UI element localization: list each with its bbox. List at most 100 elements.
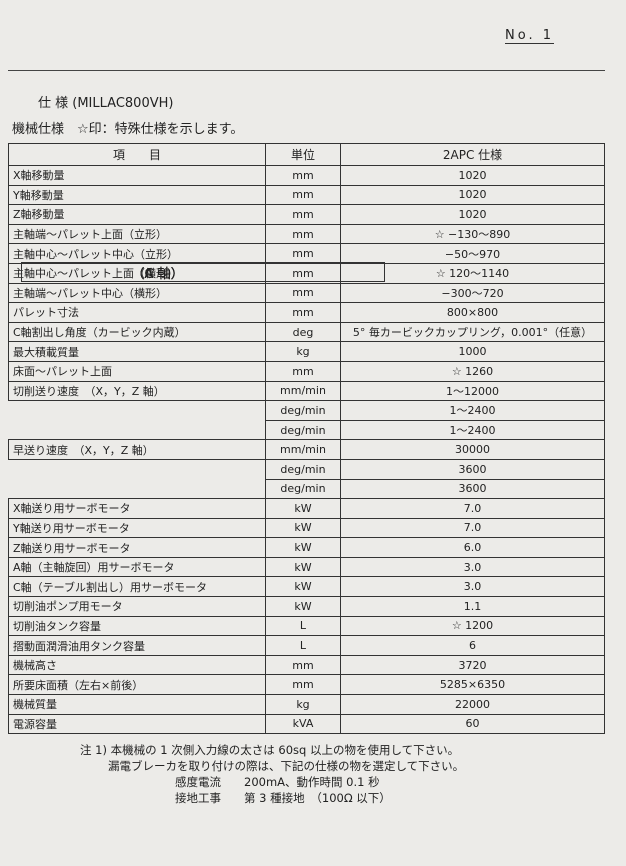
unit-cell: mm [265, 262, 341, 284]
note: 漏電ブレーカを取り付けの際は、下記の仕様の物を選定して下さい。 [108, 759, 465, 773]
table-row: （A 軸） deg/min 1～2400 [9, 261, 605, 421]
item-cell: A軸（主軸旋回）用サーボモータ [8, 556, 266, 578]
unit-cell: kW [265, 596, 341, 617]
spec-cell: 7.0 [340, 517, 605, 539]
unit-cell: mm [265, 654, 341, 676]
item-cell: C軸（テーブル割出し）用サーボモータ [8, 576, 266, 598]
table-row: X軸移動量 mm 1020 [8, 165, 605, 186]
unit-cell: deg/min [265, 419, 341, 441]
item-cell: 主軸端～パレット中心（横形） [8, 282, 266, 304]
table-row: （C 軸） deg/min 1～2400 [9, 261, 605, 441]
item-cell: 切削油ポンプ用モータ [8, 596, 266, 617]
unit-cell: mm [265, 302, 341, 323]
table-row: 所要床面積（左右×前後） mm 5285×6350 [8, 674, 605, 696]
unit-cell: mm [265, 204, 341, 225]
subtitle: 機械仕様 ☆印：特殊仕様を示します。 [12, 122, 244, 137]
table-row: Z軸移動量 mm 1020 [8, 204, 605, 225]
spec-cell: 5285×6350 [340, 674, 605, 696]
item-cell: 最大積載質量 [8, 341, 266, 362]
item-cell: C軸割出し角度（カービック内蔵） [8, 321, 266, 343]
spec-table: 項 目 単位 2APC 仕様 X軸移動量 mm 1020 Y軸移動量 mm 1020 Z軸移… [8, 143, 605, 735]
table-row: 機械高さ mm 3720 [8, 654, 605, 676]
unit-cell: kW [265, 498, 341, 519]
spec-cell: 3.0 [340, 576, 605, 598]
note: 接地工事 第 3 種接地 （100Ω 以下） [175, 791, 391, 805]
item-cell: 電源容量 [8, 713, 266, 735]
item-cell: X軸送り用サーボモータ [8, 498, 266, 519]
item-cell: Y軸移動量 [8, 184, 266, 206]
spec-cell: 3.0 [340, 556, 605, 578]
item-cell: 主軸端～パレット上面（立形） [8, 223, 266, 245]
item-cell: 機械質量 [8, 694, 266, 715]
header-row: 項 目 単位 2APC 仕様 [8, 143, 605, 166]
table-row: 切削油タンク容量 L ☆ 1200 [8, 615, 605, 637]
unit-cell: deg [265, 321, 341, 343]
unit-cell: L [265, 635, 341, 656]
table-row: 切削油ポンプ用モータ kW 1.1 [8, 596, 605, 617]
spec-cell: 60 [340, 713, 605, 735]
unit-cell: kW [265, 576, 341, 598]
table-row: 摺動面潤滑油用タンク容量 L 6 [8, 635, 605, 656]
item-cell: パレット寸法 [8, 302, 266, 323]
table-row: 主軸端～パレット上面（立形） mm ☆ −130～890 [8, 223, 605, 245]
table-row: 最大積載質量 kg 1000 [8, 341, 605, 362]
title: 仕 様 (MILLAC800VH) [38, 96, 174, 111]
spec-cell: 6.0 [340, 537, 605, 558]
spec-cell: 800×800 [340, 302, 605, 323]
item-cell: 機械高さ [8, 654, 266, 676]
table-row: C軸（テーブル割出し）用サーボモータ kW 3.0 [8, 576, 605, 598]
table-row: X軸送り用サーボモータ kW 7.0 [8, 498, 605, 519]
item-cell: 摺動面潤滑油用タンク容量 [8, 635, 266, 656]
table-row: 機械質量 kg 22000 [8, 694, 605, 715]
unit-cell: deg/min [265, 458, 341, 480]
table-row: 電源容量 kVA 60 [8, 713, 605, 735]
rule [8, 70, 605, 71]
notes: 注 1) 本機械の 1 次側入力線の太さは 60sq 以上の物を使用して下さい。… [80, 742, 464, 806]
unit-cell: kVA [265, 713, 341, 735]
table-row: 早送り速度 （X，Y，Z 軸） mm/min 30000 [8, 439, 605, 460]
table-row: C軸割出し角度（カービック内蔵） deg 5° 毎カービックカップリング，0.001… [8, 321, 605, 343]
spec-cell: 1020 [340, 184, 605, 206]
column-header: 2APC 仕様 [340, 143, 605, 166]
item-cell: Y軸送り用サーボモータ [8, 517, 266, 539]
page-number: No. 1 [505, 28, 554, 44]
unit-cell: L [265, 615, 341, 637]
item-cell: 床面～パレット上面 [8, 360, 266, 382]
table-row: （A 軸） deg/min 3600 [9, 261, 605, 480]
column-header: 単位 [265, 143, 341, 166]
spec-cell: 5° 毎カービックカップリング，0.001°（任意） [340, 321, 605, 343]
spec-cell: 1000 [340, 341, 605, 362]
item-cell: 切削送り速度 （X，Y，Z 軸） [8, 380, 266, 402]
spec-cell: 3720 [340, 654, 605, 676]
spec-cell: 3600 [340, 478, 605, 500]
spec-cell: 7.0 [340, 498, 605, 519]
unit-cell: deg/min [265, 400, 341, 421]
spec-cell: 1～2400 [340, 419, 605, 441]
unit-cell: kW [265, 556, 341, 578]
column-header: 項 目 [8, 143, 266, 166]
spec-cell: 1.1 [340, 596, 605, 617]
table-row: A軸（主軸旋回）用サーボモータ kW 3.0 [8, 556, 605, 578]
note: 注 1) 本機械の 1 次側入力線の太さは 60sq 以上の物を使用して下さい。 [80, 743, 460, 757]
table-row: 切削送り速度 （X，Y，Z 軸） mm/min 1～12000 [8, 380, 605, 402]
item-cell: 所要床面積（左右×前後） [8, 674, 266, 696]
item-cell: X軸移動量 [8, 165, 266, 186]
spec-cell: ☆ 1200 [340, 615, 605, 637]
spec-cell: −300～720 [340, 282, 605, 304]
unit-cell: kW [265, 517, 341, 539]
unit-cell: mm [265, 184, 341, 206]
spec-cell: 30000 [340, 439, 605, 460]
unit-cell: mm [265, 360, 341, 382]
spec-cell: 6 [340, 635, 605, 656]
unit-cell: kW [265, 537, 341, 558]
spec-cell: 1～12000 [340, 380, 605, 402]
item-cell: 切削油タンク容量 [8, 615, 266, 637]
spec-cell: 1～2400 [340, 400, 605, 421]
unit-cell: mm [265, 223, 341, 245]
spec-cell: ☆ 1260 [340, 360, 605, 382]
spec-cell: 22000 [340, 694, 605, 715]
unit-cell: kg [265, 694, 341, 715]
unit-cell: deg/min [265, 478, 341, 500]
note: 感度電流 200mA、動作時間 0.1 秒 [175, 775, 380, 789]
